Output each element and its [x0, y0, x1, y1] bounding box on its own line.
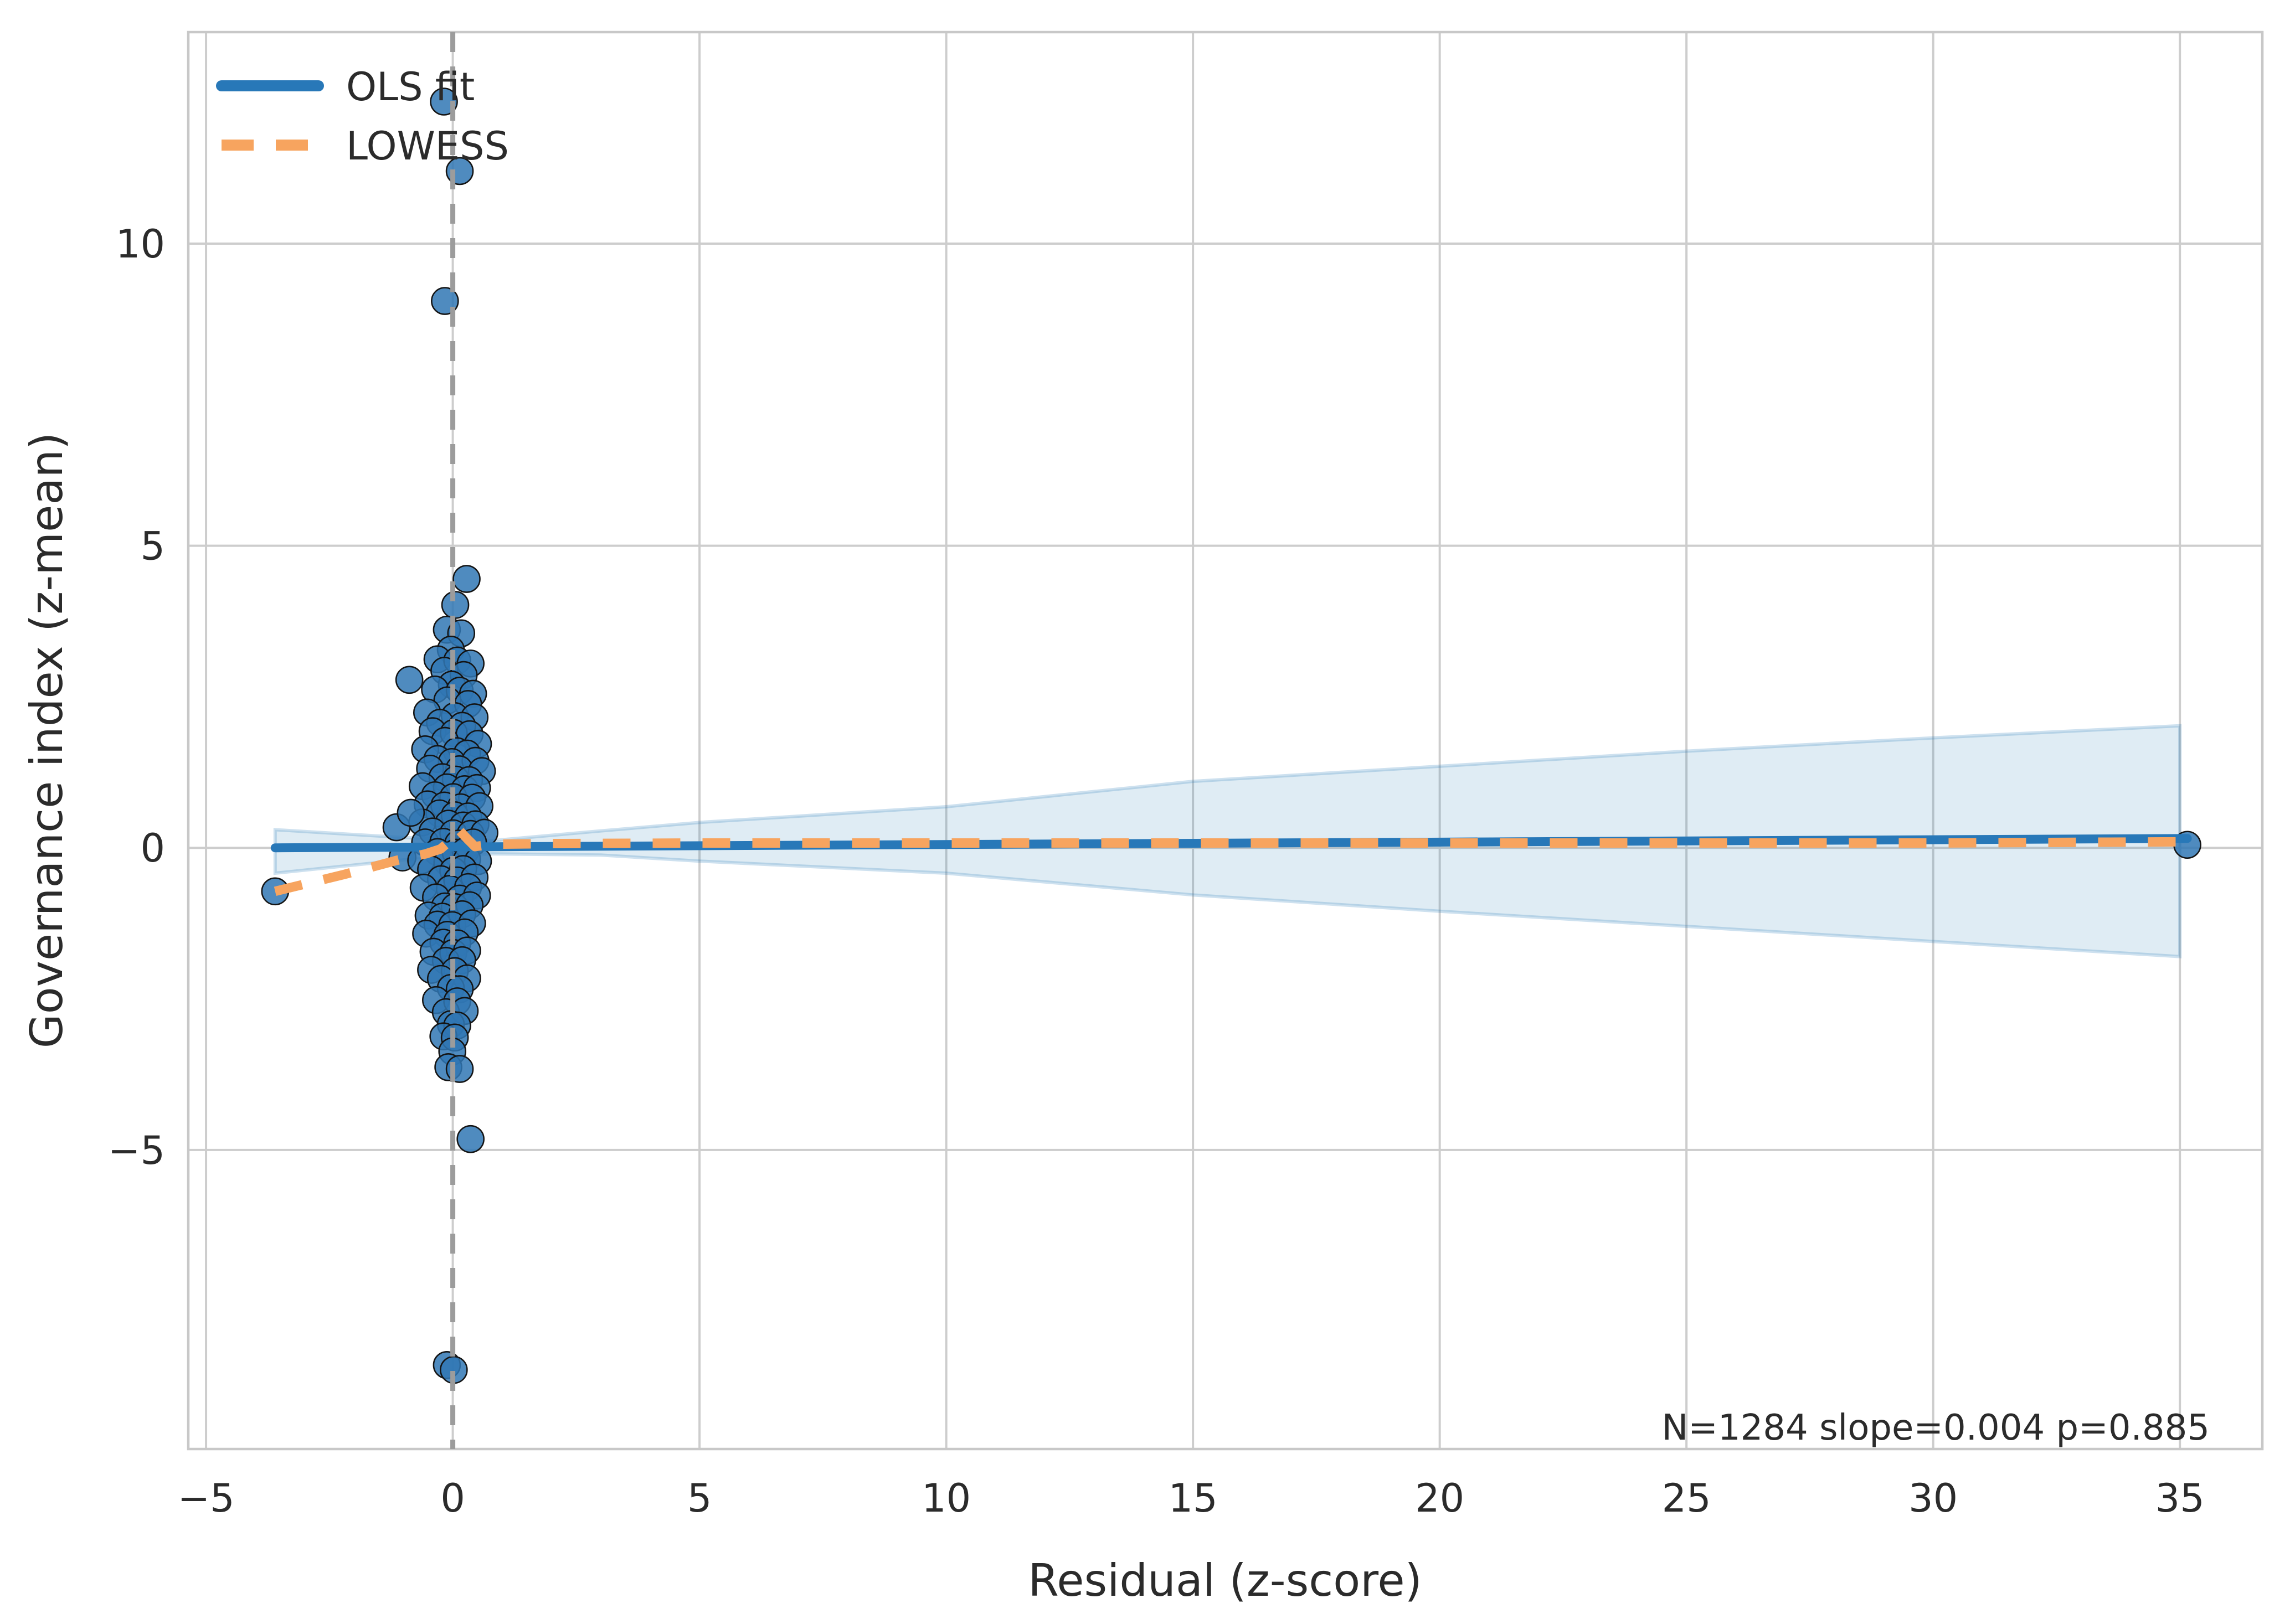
y-tick-label: 10: [116, 221, 165, 267]
x-tick-label: −5: [177, 1476, 234, 1521]
x-tick-label: 0: [440, 1476, 465, 1521]
scatter-point: [395, 666, 424, 694]
y-tick-label: 0: [140, 826, 165, 871]
scatter-point: [452, 565, 481, 593]
y-axis-label: Governance index (z-mean): [21, 432, 73, 1049]
x-tick-label: 10: [922, 1476, 971, 1521]
plot-border: [187, 30, 2264, 1451]
x-tick-label: 20: [1415, 1476, 1464, 1521]
y-tick-label: 5: [140, 524, 165, 569]
legend-label-lowess: LOWESS: [346, 123, 509, 169]
legend-label-ols: OLS fit: [346, 64, 475, 110]
scatter-point: [397, 798, 425, 827]
x-tick-label: 15: [1169, 1476, 1218, 1521]
lowess-line: [274, 824, 2188, 896]
x-tick-label: 30: [1908, 1476, 1958, 1521]
legend: OLS fit LOWESS: [216, 64, 509, 169]
x-tick-label: 5: [687, 1476, 712, 1521]
x-axis-label: Residual (z-score): [1028, 1555, 1422, 1606]
scatter-point: [456, 1125, 485, 1153]
y-tick-label: −5: [108, 1128, 165, 1173]
x-tick-label: 25: [1662, 1476, 1711, 1521]
stats-annotation: N=1284 slope=0.004 p=0.885: [1661, 1408, 2210, 1448]
x-tick-label: 35: [2155, 1476, 2205, 1521]
